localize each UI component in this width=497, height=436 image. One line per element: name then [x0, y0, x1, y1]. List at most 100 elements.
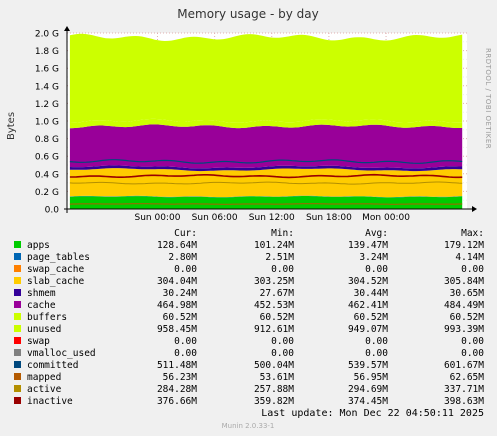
area-slab_cache [69, 168, 463, 198]
legend-swatch [14, 253, 21, 260]
y-tick-label: 1.2 G [35, 100, 59, 110]
legend-max-value: 60.52M [450, 312, 485, 323]
x-tick-label: Sun 06:00 [192, 213, 238, 223]
legend-min-value: 0.00 [271, 336, 294, 347]
legend-max-value: 398.63M [444, 396, 484, 407]
legend-min-value: 303.25M [254, 276, 294, 287]
legend-cur-value: 0.00 [174, 264, 197, 275]
legend-swatch [14, 361, 21, 368]
x-tick-label: Sun 18:00 [306, 213, 352, 223]
legend-min-value: 27.67M [260, 288, 295, 299]
legend-avg-value: 539.57M [348, 360, 388, 371]
area-cache [69, 124, 463, 169]
legend-avg-value: 294.69M [348, 384, 388, 395]
legend-avg-value: 3.24M [359, 252, 388, 263]
legend-max-value: 601.67M [444, 360, 484, 371]
legend: Cur: Min: Avg: Max: apps 128.64M 101.24M 139.47… [14, 228, 484, 407]
legend-swatch [14, 349, 21, 356]
line-committed [69, 159, 463, 164]
legend-min-value: 359.82M [254, 396, 294, 407]
legend-avg-value: 30.44M [354, 288, 389, 299]
legend-swatch [14, 301, 21, 308]
legend-max-value: 30.65M [450, 288, 485, 299]
legend-min-value: 0.00 [271, 264, 294, 275]
legend-label: active [27, 384, 62, 395]
legend-min-value: 912.61M [254, 324, 294, 335]
legend-label: mapped [27, 372, 61, 383]
legend-cur-value: 304.04M [157, 276, 197, 287]
legend-min-value: 500.04M [254, 360, 294, 371]
legend-cur-value: 60.52M [163, 312, 198, 323]
legend-label: swap_cache [27, 264, 84, 275]
legend-label: buffers [27, 312, 67, 323]
legend-header-cur: Cur: [174, 228, 197, 239]
legend-max-value: 0.00 [461, 348, 484, 359]
chart-title: Memory usage - by day [177, 7, 318, 21]
x-axis-arrow [472, 206, 477, 212]
last-update: Last update: Mon Dec 22 04:50:11 2025 [261, 408, 484, 419]
y-tick-label: 1.8 G [35, 47, 59, 57]
area-shmem [69, 165, 463, 172]
area-unused [69, 33, 463, 123]
munin-version: Munin 2.0.33-1 [222, 422, 275, 430]
legend-avg-value: 462.41M [348, 300, 388, 311]
legend-min-value: 257.88M [254, 384, 294, 395]
legend-cur-value: 284.28M [157, 384, 197, 395]
legend-swatch [14, 373, 21, 380]
legend-max-value: 993.39M [444, 324, 484, 335]
legend-max-value: 0.00 [461, 264, 484, 275]
legend-label: cache [27, 300, 56, 311]
rrdtool-credit: RRDTOOL / TOBI OETIKER [484, 48, 492, 149]
legend-avg-value: 304.52M [348, 276, 388, 287]
y-tick-label: 1.0 G [35, 118, 59, 128]
stacked-areas [69, 33, 463, 209]
y-axis: 0.0 0.2 G 0.4 G 0.6 G 0.8 G 1.0 G 1.2 G 1.4 G 1.… [35, 30, 59, 216]
legend-min-value: 2.51M [265, 252, 294, 263]
legend-cur-value: 128.64M [157, 240, 197, 251]
overlay-lines [69, 159, 463, 205]
y-axis-label: Bytes [6, 112, 17, 140]
legend-min-value: 53.61M [260, 372, 295, 383]
y-tick-label: 0.4 G [35, 170, 59, 180]
legend-swatch [14, 325, 21, 332]
legend-cur-value: 0.00 [174, 348, 197, 359]
legend-label: page_tables [27, 252, 90, 263]
x-tick-label: Sun 12:00 [249, 213, 295, 223]
legend-swatch [14, 385, 21, 392]
legend-avg-value: 0.00 [365, 348, 388, 359]
area-buffers [69, 118, 463, 129]
legend-max-value: 4.14M [455, 252, 484, 263]
legend-avg-value: 56.95M [354, 372, 389, 383]
legend-cur-value: 0.00 [174, 336, 197, 347]
legend-label: committed [27, 360, 78, 371]
legend-max-value: 62.65M [450, 372, 485, 383]
y-tick-label: 0.8 G [35, 135, 59, 145]
legend-max-value: 305.84M [444, 276, 484, 287]
legend-max-value: 337.71M [444, 384, 484, 395]
legend-swatch [14, 241, 21, 248]
legend-swatch [14, 397, 21, 404]
x-tick-label: Mon 00:00 [362, 213, 410, 223]
legend-label: unused [27, 324, 61, 335]
legend-max-value: 179.12M [444, 240, 484, 251]
legend-swatch [14, 337, 21, 344]
legend-swatch [14, 265, 21, 272]
legend-label: shmem [27, 288, 56, 299]
legend-max-value: 0.00 [461, 336, 484, 347]
legend-cur-value: 30.24M [163, 288, 198, 299]
legend-avg-value: 0.00 [365, 336, 388, 347]
legend-cur-value: 511.48M [157, 360, 197, 371]
y-tick-label: 1.6 G [35, 65, 59, 75]
legend-cur-value: 376.66M [157, 396, 197, 407]
legend-label: vmalloc_used [27, 348, 96, 359]
legend-swatch [14, 289, 21, 296]
x-tick-label: Sun 00:00 [135, 213, 181, 223]
legend-max-value: 484.49M [444, 300, 484, 311]
legend-label: slab_cache [27, 276, 84, 287]
legend-cur-value: 56.23M [163, 372, 198, 383]
legend-min-value: 101.24M [254, 240, 294, 251]
legend-avg-value: 374.45M [348, 396, 388, 407]
area-apps [69, 196, 463, 209]
legend-cur-value: 2.80M [168, 252, 197, 263]
legend-min-value: 0.00 [271, 348, 294, 359]
